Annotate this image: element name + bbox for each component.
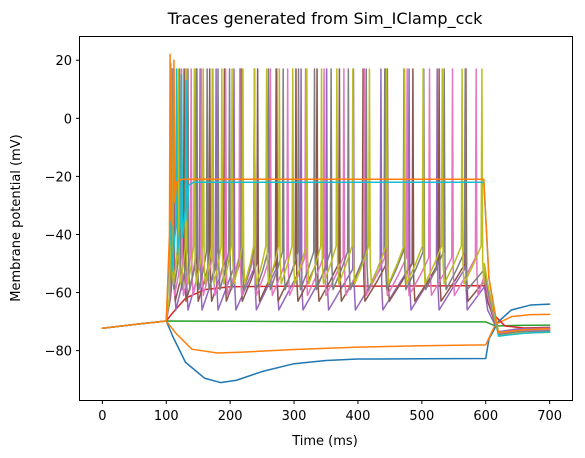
x-tick-label: 200 [218, 409, 243, 424]
y-axis-label: Membrane potential (mV) [9, 134, 24, 301]
trace-line-9 [101, 68, 551, 337]
trace-line-7 [101, 68, 551, 335]
y-tick-label: −60 [45, 287, 72, 302]
x-tick-label: 600 [473, 409, 498, 424]
y-tick-label: −20 [45, 170, 72, 185]
chart-title: Traces generated from Sim_IClamp_cck [167, 9, 484, 29]
traces [101, 53, 551, 384]
x-tick-label: 700 [537, 409, 562, 424]
trace-line-11 [101, 53, 551, 334]
x-axis-label: Time (ms) [291, 434, 358, 449]
y-tick-label: 20 [55, 54, 72, 69]
trace-line-2 [101, 313, 551, 354]
x-axis: 0 100 200 300 400 500 600 700 [98, 400, 562, 424]
y-tick-label: 0 [64, 112, 72, 127]
y-tick-label: −80 [45, 345, 72, 360]
x-tick-label: 300 [282, 409, 307, 424]
plot-frame [79, 36, 573, 401]
y-tick-label: −40 [45, 228, 72, 243]
x-tick-label: 100 [154, 409, 179, 424]
x-tick-label: 500 [409, 409, 434, 424]
x-tick-label: 0 [98, 409, 106, 424]
trace-line-1 [101, 303, 551, 384]
y-axis: −80 −60 −40 −20 0 20 [45, 54, 80, 360]
trace-line-4 [101, 284, 551, 330]
x-tick-label: 400 [346, 409, 371, 424]
